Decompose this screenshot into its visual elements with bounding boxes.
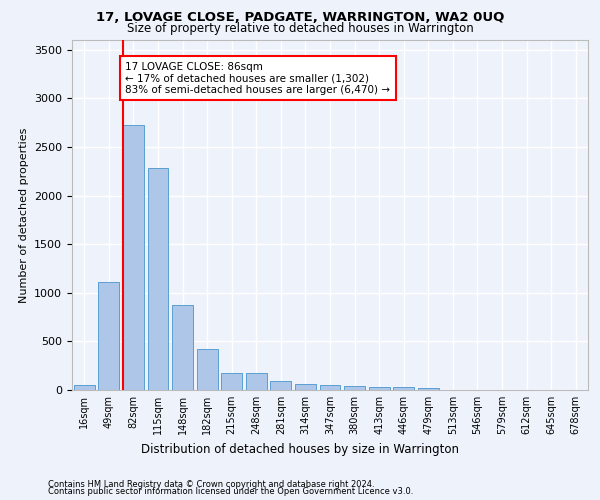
Text: Contains HM Land Registry data © Crown copyright and database right 2024.: Contains HM Land Registry data © Crown c… bbox=[48, 480, 374, 489]
Bar bbox=[393, 387, 414, 390]
Bar bbox=[148, 168, 169, 390]
Bar bbox=[368, 387, 389, 390]
Text: 17, LOVAGE CLOSE, PADGATE, WARRINGTON, WA2 0UQ: 17, LOVAGE CLOSE, PADGATE, WARRINGTON, W… bbox=[96, 11, 504, 24]
Text: Distribution of detached houses by size in Warrington: Distribution of detached houses by size … bbox=[141, 442, 459, 456]
Text: Size of property relative to detached houses in Warrington: Size of property relative to detached ho… bbox=[127, 22, 473, 35]
Bar bbox=[221, 373, 242, 390]
Bar bbox=[295, 384, 316, 390]
Bar bbox=[172, 306, 193, 390]
Bar bbox=[344, 386, 365, 390]
Bar bbox=[418, 388, 439, 390]
Bar bbox=[246, 374, 267, 390]
Bar bbox=[320, 385, 340, 390]
Bar bbox=[271, 381, 292, 390]
Y-axis label: Number of detached properties: Number of detached properties bbox=[19, 128, 29, 302]
Bar bbox=[197, 348, 218, 390]
Text: Contains public sector information licensed under the Open Government Licence v3: Contains public sector information licen… bbox=[48, 487, 413, 496]
Bar bbox=[98, 282, 119, 390]
Bar bbox=[74, 384, 95, 390]
Text: 17 LOVAGE CLOSE: 86sqm
← 17% of detached houses are smaller (1,302)
83% of semi-: 17 LOVAGE CLOSE: 86sqm ← 17% of detached… bbox=[125, 62, 391, 95]
Bar bbox=[123, 124, 144, 390]
